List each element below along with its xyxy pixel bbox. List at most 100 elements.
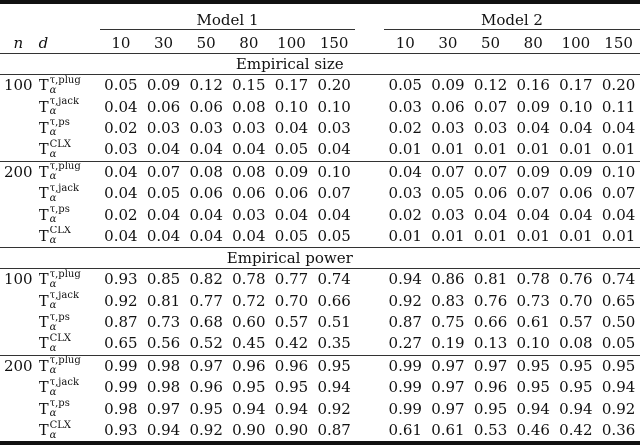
statistic-base: T (38, 356, 49, 375)
value-cell: 0.01 (516, 226, 550, 245)
value-cell: 0.01 (601, 140, 636, 159)
value-cell: 0.03 (104, 140, 138, 159)
statistic-scripts: τ,plug α (50, 162, 81, 182)
statistic-subscript: α (49, 429, 57, 441)
d-value-header: 100 (277, 33, 306, 52)
value-cell: 0.02 (104, 118, 138, 137)
statistic-symbol: T CLX α (39, 226, 71, 247)
value-cell: 0.11 (601, 97, 636, 116)
value-cell: 0.97 (146, 399, 181, 418)
value-cell: 0.86 (431, 270, 465, 289)
value-cell: 0.10 (516, 334, 550, 353)
statistic-subscript: α (49, 408, 57, 420)
value-cell: 0.06 (274, 184, 309, 203)
statistic-subscript: α (49, 235, 57, 247)
value-cell: 0.95 (516, 356, 550, 375)
value-cell: 0.01 (388, 226, 422, 245)
value-cell: 0.03 (146, 118, 181, 137)
value-cell: 0.85 (146, 270, 181, 289)
statistic-base: T (38, 334, 49, 353)
value-cell: 0.07 (317, 184, 351, 203)
value-cell: 0.87 (104, 313, 138, 332)
value-cell: 0.01 (388, 140, 422, 159)
statistic-symbol: T CLX α (39, 333, 71, 354)
statistic-scripts: τ,ps α (50, 399, 70, 419)
n-cell (0, 139, 37, 161)
value-cell: 0.09 (559, 162, 593, 181)
d-value-header: 80 (239, 33, 259, 52)
statistic-scripts: CLX α (50, 139, 71, 160)
spacer (355, 75, 383, 97)
spacer (355, 96, 383, 117)
value-cell: 0.92 (317, 399, 351, 418)
value-cell: 0.10 (317, 162, 351, 181)
value-cell: 0.04 (601, 205, 636, 224)
statistic-superscript: τ,plug (49, 269, 81, 280)
statistic-subscript: α (49, 300, 57, 312)
value-cell: 0.01 (559, 226, 593, 245)
value-cell: 0.02 (104, 205, 138, 224)
value-cell: 0.08 (232, 97, 266, 116)
value-cell: 0.06 (431, 97, 465, 116)
statistic-label: T CLX α (36, 419, 100, 445)
value-cell: 0.92 (388, 291, 422, 310)
statistic-base: T (38, 270, 49, 289)
value-cell: 0.19 (431, 334, 465, 353)
statistic-superscript: τ,jack (49, 183, 80, 194)
statistic-superscript: τ,ps (49, 117, 70, 129)
value-cell: 0.92 (104, 291, 138, 310)
value-cell: 0.04 (104, 226, 138, 245)
value-cell: 0.06 (559, 184, 593, 203)
spacer (355, 312, 383, 333)
n-cell (0, 377, 37, 398)
value-cell: 0.50 (601, 313, 636, 332)
spacer (355, 333, 383, 355)
statistic-superscript: τ,plug (49, 161, 81, 173)
value-cell: 0.10 (274, 97, 309, 116)
n-cell: 200 (3, 356, 33, 375)
value-cell: 0.07 (146, 162, 181, 181)
value-cell: 0.04 (232, 140, 266, 159)
value-cell: 0.06 (146, 97, 181, 116)
value-cell: 0.66 (317, 291, 351, 310)
value-cell: 0.74 (317, 270, 351, 289)
value-cell: 0.05 (317, 226, 351, 245)
value-cell: 0.12 (189, 76, 223, 95)
value-cell: 0.05 (601, 334, 636, 353)
table-row: T CLX α 0.65 0.56 0.52 0.45 0.42 0.35 0.27 0.19 0.1… (0, 333, 640, 356)
value-cell: 0.98 (146, 356, 181, 375)
value-cell: 0.94 (232, 399, 266, 418)
statistic-base: T (38, 162, 49, 181)
value-cell: 0.95 (274, 378, 309, 397)
statistic-base: T (38, 378, 49, 397)
table-row: T CLX α 0.03 0.04 0.04 0.04 0.05 0.04 0.01 0.01 0.0… (0, 139, 640, 162)
value-cell: 0.97 (431, 356, 465, 375)
value-cell: 0.98 (104, 399, 138, 418)
value-cell: 0.70 (559, 291, 593, 310)
n-cell (0, 226, 37, 248)
value-cell: 0.87 (312, 419, 356, 445)
statistic-superscript: τ,jack (49, 290, 80, 302)
value-cell: 0.94 (388, 270, 422, 289)
n-column-header: n (13, 33, 24, 52)
statistic-base: T (38, 421, 49, 440)
value-cell: 0.57 (274, 313, 309, 332)
statistic-base: T (38, 76, 49, 95)
statistic-subscript: α (49, 386, 57, 398)
value-cell: 0.02 (388, 118, 422, 137)
n-cell (0, 398, 37, 419)
statistic-base: T (38, 184, 49, 203)
spacer (355, 204, 383, 225)
value-cell: 0.04 (189, 226, 223, 245)
statistic-base: T (38, 291, 49, 310)
value-cell: 0.04 (559, 118, 593, 137)
value-cell: 0.96 (473, 378, 508, 397)
